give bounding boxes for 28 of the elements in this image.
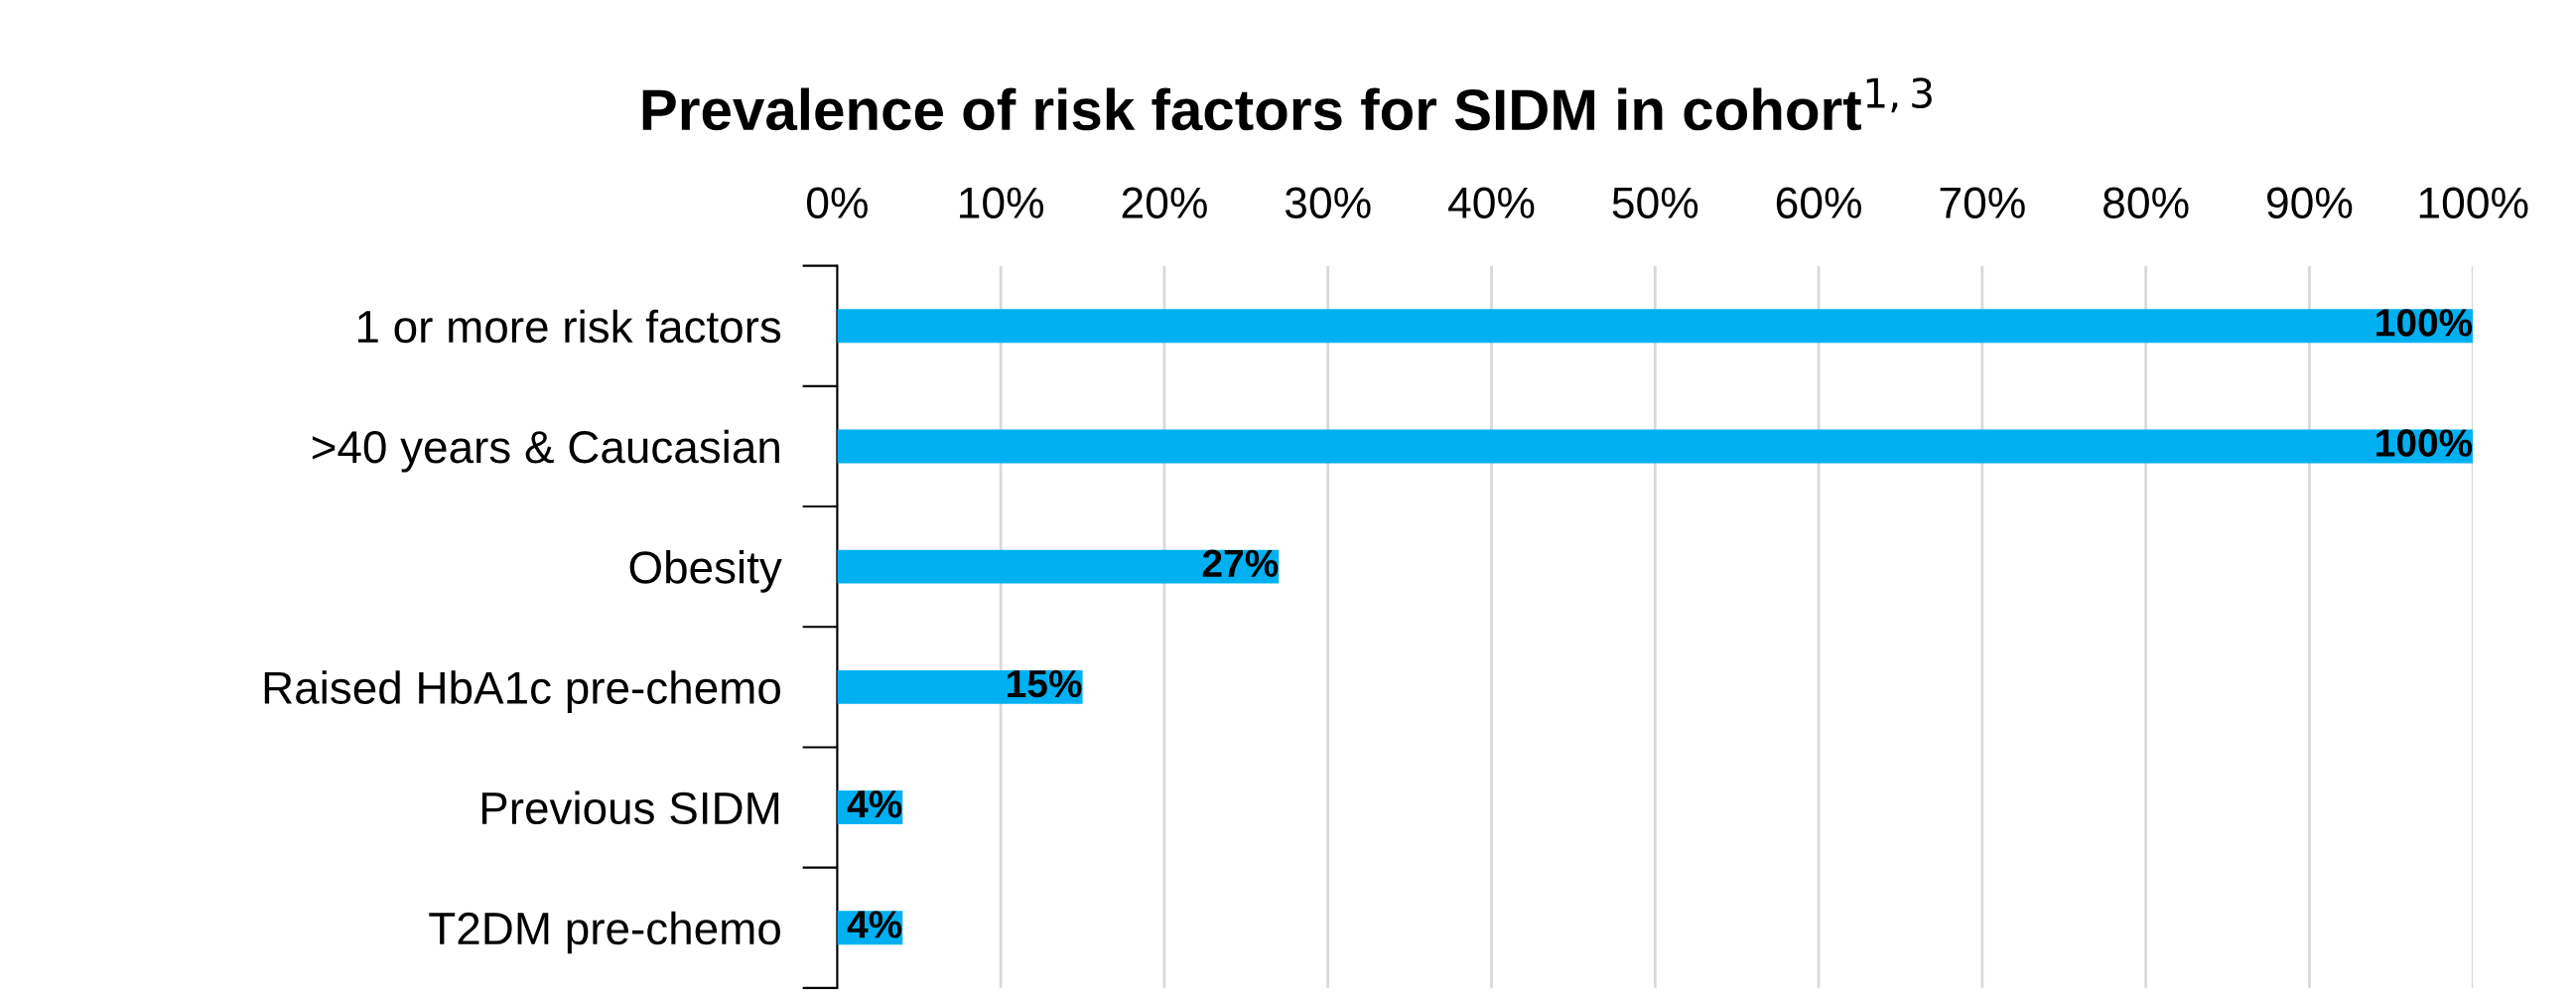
x-tick-label: 50% — [1612, 187, 1698, 218]
y-tick-label: Previous SIDM — [481, 790, 779, 825]
y-tick-label: T2DM pre-chemo — [429, 911, 780, 954]
bar — [837, 309, 2474, 344]
x-tick-label: 60% — [1776, 187, 1861, 218]
x-tick-label: 20% — [1122, 187, 1207, 218]
x-tick-label: 10% — [960, 187, 1044, 218]
data-label: 27% — [1202, 549, 1279, 578]
bar — [837, 549, 1280, 584]
x-tick-label: 40% — [1448, 187, 1535, 218]
chart-title: Prevalence of risk factors for SIDM in cohort$^{1,3}$ — [642, 77, 1932, 131]
data-label: 4% — [847, 790, 902, 818]
y-tick-label: Obesity — [629, 550, 782, 593]
bar — [837, 669, 1083, 704]
bar — [837, 429, 2474, 464]
x-tick-label: 30% — [1285, 187, 1371, 218]
x-tick-label: 100% — [2419, 187, 2528, 218]
y-tick-label: Raised HbA1c pre-chemo — [264, 670, 780, 713]
x-tick-label: 90% — [2267, 187, 2353, 218]
y-tick-label: >40 years & Caucasian — [312, 429, 779, 473]
data-label: 4% — [847, 911, 902, 938]
x-tick-label: 80% — [2103, 187, 2189, 218]
data-label: 15% — [1008, 669, 1082, 698]
y-tick-label: 1 or more risk factors — [357, 309, 781, 344]
x-tick-label: 0% — [806, 187, 868, 218]
data-label: 100% — [2376, 429, 2473, 457]
x-tick-label: 70% — [1940, 187, 2025, 218]
data-label: 100% — [2376, 309, 2473, 337]
